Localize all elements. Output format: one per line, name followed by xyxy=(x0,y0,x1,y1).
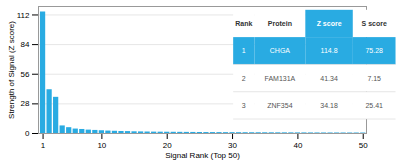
svg-text:2: 2 xyxy=(242,75,246,82)
svg-text:112: 112 xyxy=(17,11,30,20)
svg-text:40: 40 xyxy=(293,141,302,150)
svg-text:7.15: 7.15 xyxy=(367,75,381,82)
svg-text:Protein: Protein xyxy=(268,20,292,27)
svg-text:75.28: 75.28 xyxy=(365,47,383,54)
svg-text:S score: S score xyxy=(362,20,387,27)
svg-text:Strength of Signal (Z score): Strength of Signal (Z score) xyxy=(7,21,16,119)
svg-text:10: 10 xyxy=(97,141,106,150)
svg-text:Signal Rank (Top 50): Signal Rank (Top 50) xyxy=(165,151,240,160)
svg-text:ZNF354: ZNF354 xyxy=(267,102,292,109)
svg-text:56: 56 xyxy=(21,70,30,79)
svg-text:20: 20 xyxy=(163,141,172,150)
svg-text:Rank: Rank xyxy=(235,20,252,27)
svg-text:FAM131A: FAM131A xyxy=(265,75,296,82)
svg-text:30: 30 xyxy=(228,141,237,150)
svg-text:CHGA: CHGA xyxy=(270,47,291,54)
svg-text:114.8: 114.8 xyxy=(321,47,338,54)
svg-text:25.41: 25.41 xyxy=(365,102,383,109)
svg-text:3: 3 xyxy=(242,102,246,109)
svg-text:34.18: 34.18 xyxy=(320,102,338,109)
svg-text:50: 50 xyxy=(359,141,368,150)
svg-text:84: 84 xyxy=(21,40,30,49)
svg-text:1: 1 xyxy=(242,47,246,54)
svg-text:1: 1 xyxy=(41,141,46,150)
svg-text:41.34: 41.34 xyxy=(320,75,338,82)
svg-text:Z score: Z score xyxy=(317,20,342,27)
svg-text:28: 28 xyxy=(21,99,30,108)
svg-text:0: 0 xyxy=(25,129,30,138)
